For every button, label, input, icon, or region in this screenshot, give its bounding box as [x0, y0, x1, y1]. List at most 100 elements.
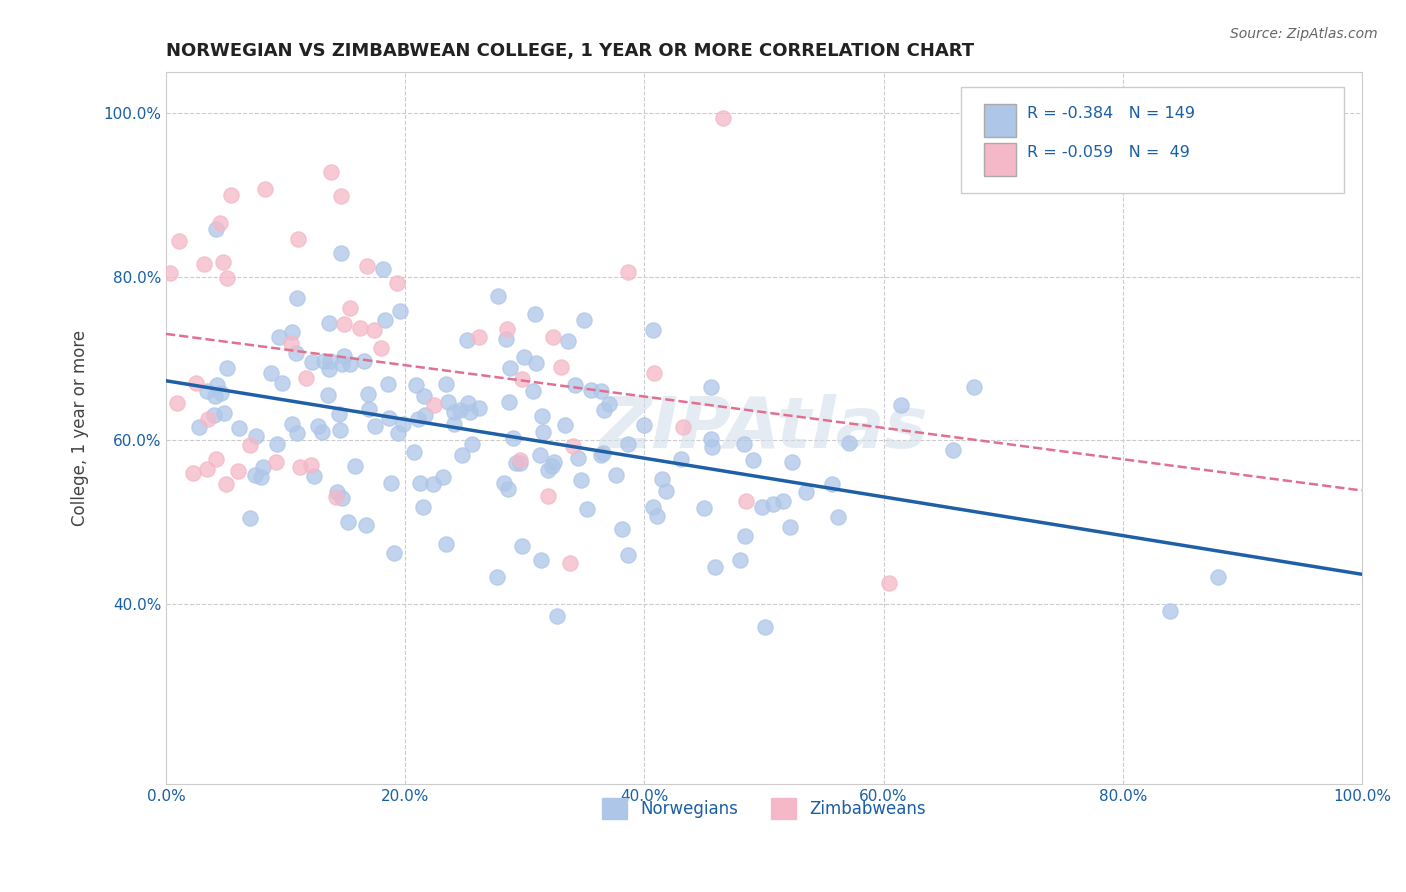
Point — [877, 575, 900, 590]
Point — [529, 553, 551, 567]
Point — [212, 255, 235, 269]
Point — [364, 419, 387, 434]
Point — [554, 417, 576, 432]
Point — [333, 350, 356, 364]
Point — [451, 448, 474, 462]
Point — [734, 494, 756, 508]
Point — [641, 500, 664, 515]
Point — [734, 529, 756, 543]
Point — [510, 372, 533, 386]
Point — [669, 452, 692, 467]
Point — [336, 516, 359, 530]
Point — [564, 377, 586, 392]
Point — [371, 262, 394, 277]
Point — [319, 164, 342, 178]
Point — [193, 257, 215, 271]
Point — [209, 386, 232, 401]
Point — [380, 476, 402, 491]
Point — [370, 342, 392, 356]
Point — [197, 412, 219, 426]
Point — [529, 448, 551, 462]
Point — [333, 317, 356, 331]
Point — [963, 379, 986, 393]
Point — [468, 330, 491, 344]
Point — [617, 265, 640, 279]
Point — [357, 387, 380, 401]
Point — [557, 334, 579, 348]
Point — [391, 417, 413, 431]
Point — [494, 475, 516, 490]
Point — [486, 289, 509, 303]
Point — [751, 500, 773, 515]
Point — [485, 569, 508, 583]
Point — [741, 453, 763, 467]
Point — [349, 321, 371, 335]
Point — [159, 266, 181, 280]
Point — [456, 333, 478, 347]
Point — [404, 445, 426, 459]
Point — [633, 418, 655, 433]
Point — [443, 417, 465, 431]
Point — [1206, 570, 1229, 584]
Point — [457, 395, 479, 409]
Point — [572, 312, 595, 326]
Y-axis label: College, 1 year or more: College, 1 year or more — [72, 330, 89, 526]
Point — [356, 259, 378, 273]
FancyBboxPatch shape — [984, 143, 1017, 177]
Point — [281, 325, 304, 339]
Point — [281, 417, 304, 431]
Point — [202, 408, 225, 422]
Point — [700, 440, 723, 454]
Text: Source: ZipAtlas.com: Source: ZipAtlas.com — [1230, 27, 1378, 41]
Point — [434, 537, 457, 551]
Point — [468, 401, 491, 416]
Point — [204, 389, 226, 403]
Point — [302, 468, 325, 483]
Point — [285, 291, 308, 305]
Point — [219, 187, 242, 202]
Point — [329, 423, 352, 437]
Point — [307, 419, 329, 434]
Point — [409, 475, 432, 490]
Point — [617, 548, 640, 562]
Point — [711, 111, 734, 125]
Point — [509, 453, 531, 467]
Legend: Norwegians, Zimbabweans: Norwegians, Zimbabweans — [595, 791, 934, 825]
Point — [318, 316, 340, 330]
Point — [299, 458, 322, 472]
Point — [329, 245, 352, 260]
Point — [612, 522, 634, 536]
Point — [543, 455, 565, 469]
Point — [353, 354, 375, 368]
Point — [271, 376, 294, 391]
Point — [167, 235, 190, 249]
Point — [245, 428, 267, 442]
Point — [330, 491, 353, 505]
Point — [703, 560, 725, 574]
Point — [942, 443, 965, 458]
Point — [1159, 605, 1181, 619]
Point — [311, 425, 333, 439]
Point — [443, 405, 465, 419]
Point — [561, 439, 583, 453]
Point — [312, 354, 335, 368]
Point — [524, 356, 547, 370]
Text: R = -0.384   N = 149: R = -0.384 N = 149 — [1028, 106, 1195, 121]
Point — [214, 477, 236, 491]
Point — [252, 460, 274, 475]
FancyBboxPatch shape — [984, 103, 1017, 137]
Point — [269, 330, 291, 344]
Point — [523, 307, 546, 321]
Point — [651, 472, 673, 486]
Point — [413, 389, 436, 403]
Point — [188, 419, 211, 434]
Point — [254, 182, 277, 196]
Point — [461, 437, 484, 451]
Point — [387, 276, 409, 290]
Point — [316, 387, 339, 401]
Point — [437, 394, 460, 409]
Point — [239, 438, 262, 452]
Point — [280, 336, 302, 351]
Point — [700, 433, 723, 447]
Point — [405, 377, 427, 392]
